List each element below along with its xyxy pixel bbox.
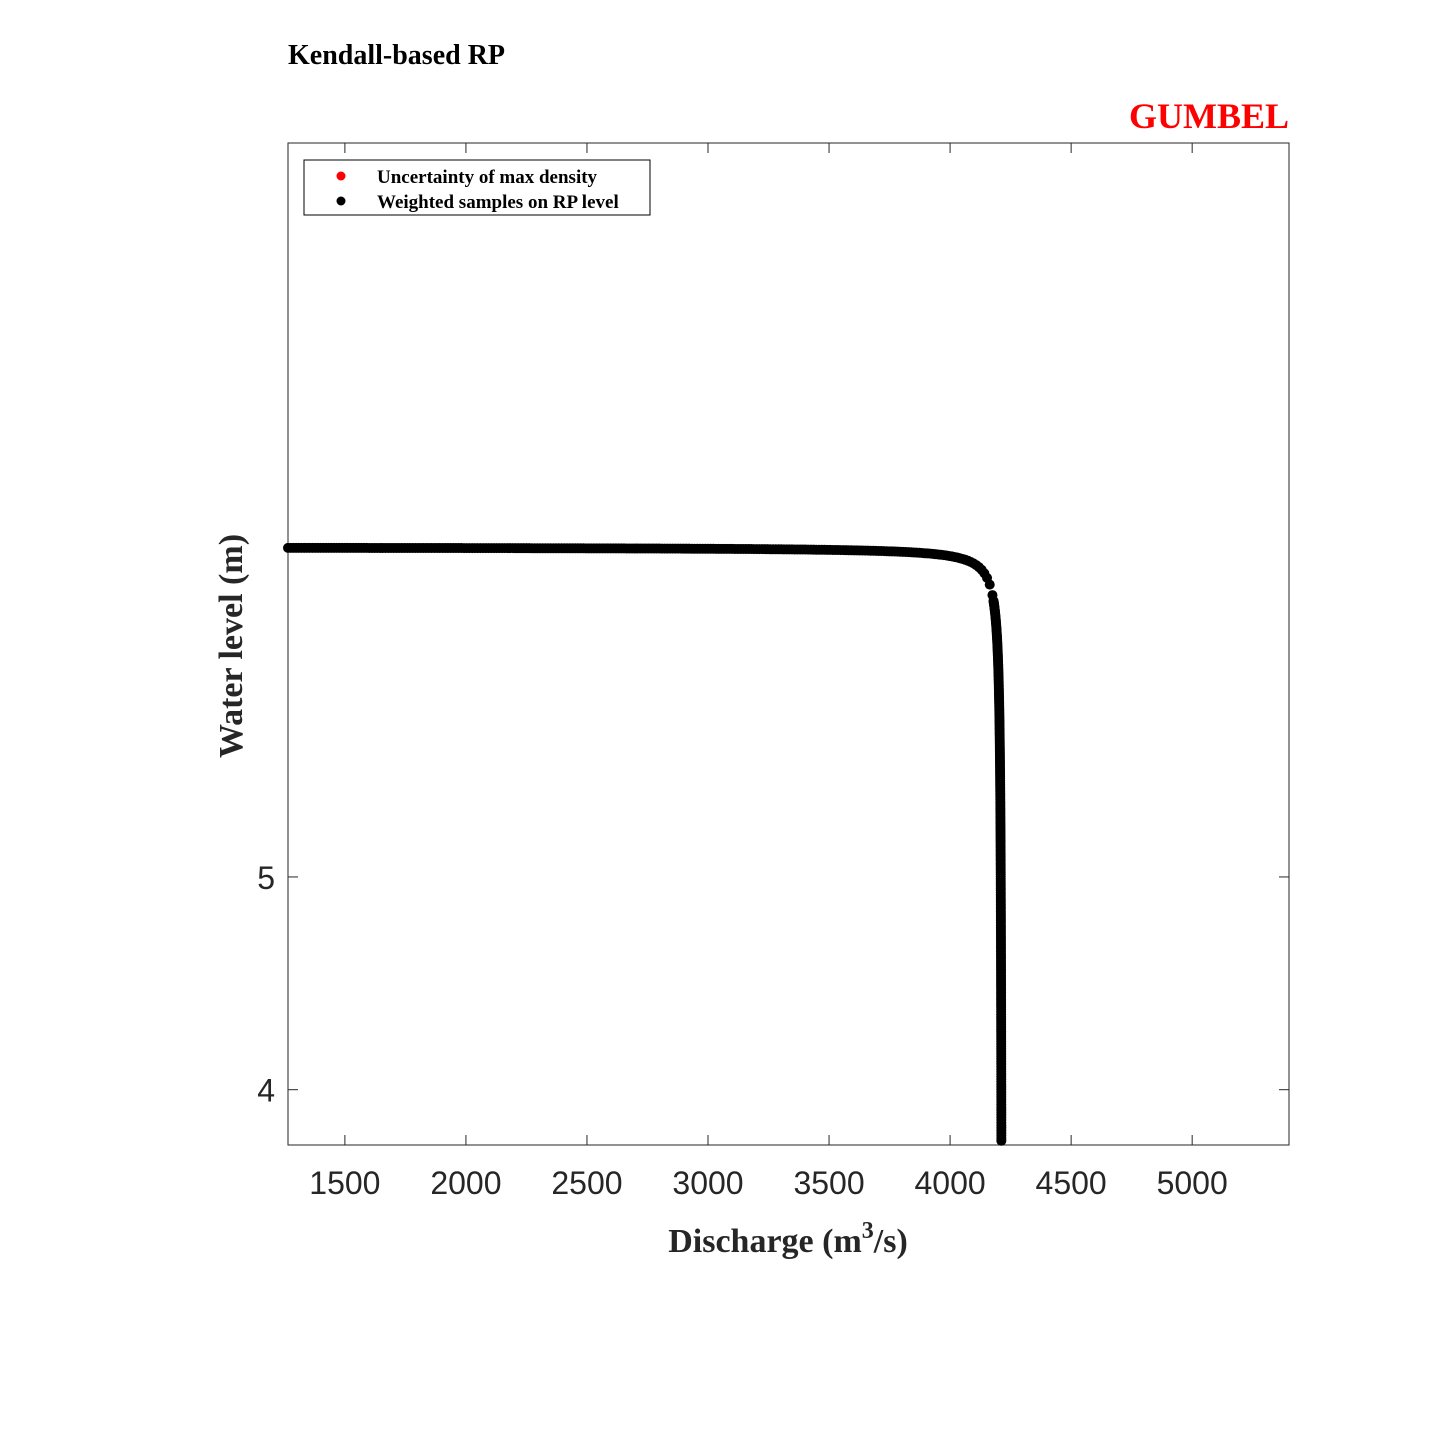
x-tick-label: 2500 bbox=[551, 1165, 622, 1201]
legend-marker-weighted-samples bbox=[336, 196, 346, 206]
legend: Uncertainty of max density Weighted samp… bbox=[303, 159, 651, 216]
x-tick-labels: 1500 2000 2500 3000 3500 4000 4500 5000 bbox=[309, 1165, 1227, 1201]
data-point bbox=[984, 579, 995, 590]
data-point bbox=[996, 1135, 1007, 1146]
y-tick-label: 5 bbox=[257, 860, 275, 896]
x-tick-label: 4000 bbox=[914, 1165, 985, 1201]
x-tick-label: 3000 bbox=[672, 1165, 743, 1201]
legend-marker-max-density bbox=[336, 171, 346, 181]
data-points bbox=[283, 542, 1007, 1146]
y-tick-labels: 45 bbox=[257, 860, 275, 1109]
legend-entry-weighted-samples: Weighted samples on RP level bbox=[377, 192, 619, 213]
x-tick-label: 2000 bbox=[430, 1165, 501, 1201]
x-tick-label: 1500 bbox=[309, 1165, 380, 1201]
x-axis-label-tail: /s) bbox=[873, 1223, 908, 1260]
y-axis-label: Water level (m) bbox=[213, 534, 250, 758]
legend-entry-max-density: Uncertainty of max density bbox=[377, 167, 598, 188]
x-tick-label: 4500 bbox=[1036, 1165, 1107, 1201]
x-axis-label-main: Discharge (m bbox=[668, 1223, 862, 1260]
distribution-label: GUMBEL bbox=[1129, 96, 1289, 136]
x-axis-label-sup: 3 bbox=[862, 1218, 874, 1244]
x-tick-label: 3500 bbox=[793, 1165, 864, 1201]
plot-area bbox=[283, 142, 1290, 1146]
x-tick-label: 5000 bbox=[1157, 1165, 1228, 1201]
y-tick-label: 4 bbox=[257, 1073, 275, 1109]
axis-ticks bbox=[288, 143, 1289, 1145]
chart-title: Kendall-based RP bbox=[288, 40, 505, 71]
plot-frame bbox=[287, 142, 1290, 1146]
x-axis-label: Discharge (m3/s) bbox=[668, 1218, 908, 1260]
legend-box bbox=[303, 159, 651, 216]
